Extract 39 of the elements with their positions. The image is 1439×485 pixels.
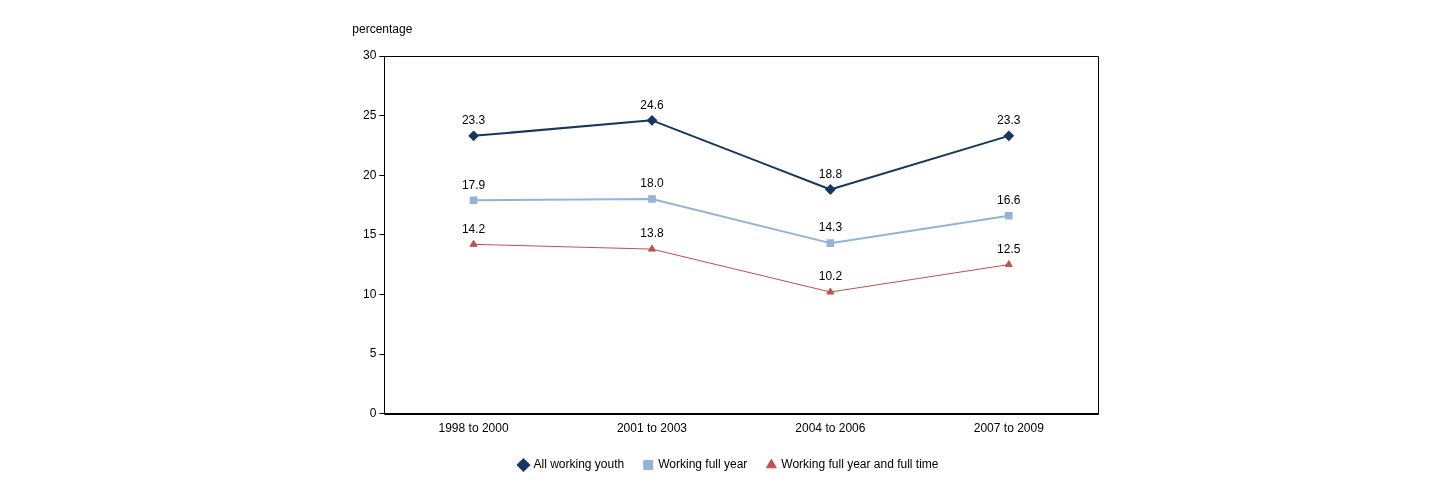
point: [468, 130, 479, 141]
point: [469, 239, 478, 247]
x-tick-label: 1998 to 2000: [438, 421, 509, 436]
point: [1004, 211, 1013, 220]
point: [646, 115, 657, 126]
data-label: 18.8: [818, 166, 843, 181]
point: [826, 239, 835, 247]
data-label: 23.3: [461, 113, 486, 128]
point: [1004, 260, 1013, 268]
point: [648, 244, 656, 252]
y-tick-label: 5: [369, 346, 377, 361]
point: [825, 184, 836, 195]
y-tick-label: 15: [362, 227, 377, 242]
y-axis-title: percentage: [352, 22, 413, 37]
legend-label: Working full year: [658, 457, 748, 472]
point: [826, 287, 835, 295]
data-label: 14.3: [818, 220, 843, 235]
x-tick-label: 2004 to 2006: [795, 421, 866, 436]
y-tick-label: 20: [362, 167, 377, 182]
data-label: 16.6: [997, 193, 1021, 208]
y-tick-label: 25: [362, 107, 377, 122]
y-tick-label: 10: [362, 286, 377, 301]
x-tick-label: 2001 to 2003: [616, 421, 688, 436]
point: [469, 196, 478, 205]
data-label: 17.9: [461, 177, 486, 192]
y-tick-label: 0: [369, 405, 377, 420]
data-label: 10.2: [818, 269, 843, 284]
data-label: 13.8: [640, 226, 664, 241]
x-tick-label: 2007 to 2009: [973, 421, 1045, 436]
data-label: 24.6: [640, 97, 664, 112]
legend-label: Working full year and full time: [781, 457, 939, 472]
data-label: 18.0: [640, 176, 664, 191]
data-label: 14.2: [461, 221, 486, 236]
point: [1003, 130, 1014, 141]
legend-label: All working youth: [533, 457, 625, 472]
data-label: 23.3: [997, 113, 1021, 128]
point: [648, 195, 656, 203]
y-tick-label: 30: [362, 48, 377, 63]
data-label: 12.5: [997, 241, 1021, 256]
